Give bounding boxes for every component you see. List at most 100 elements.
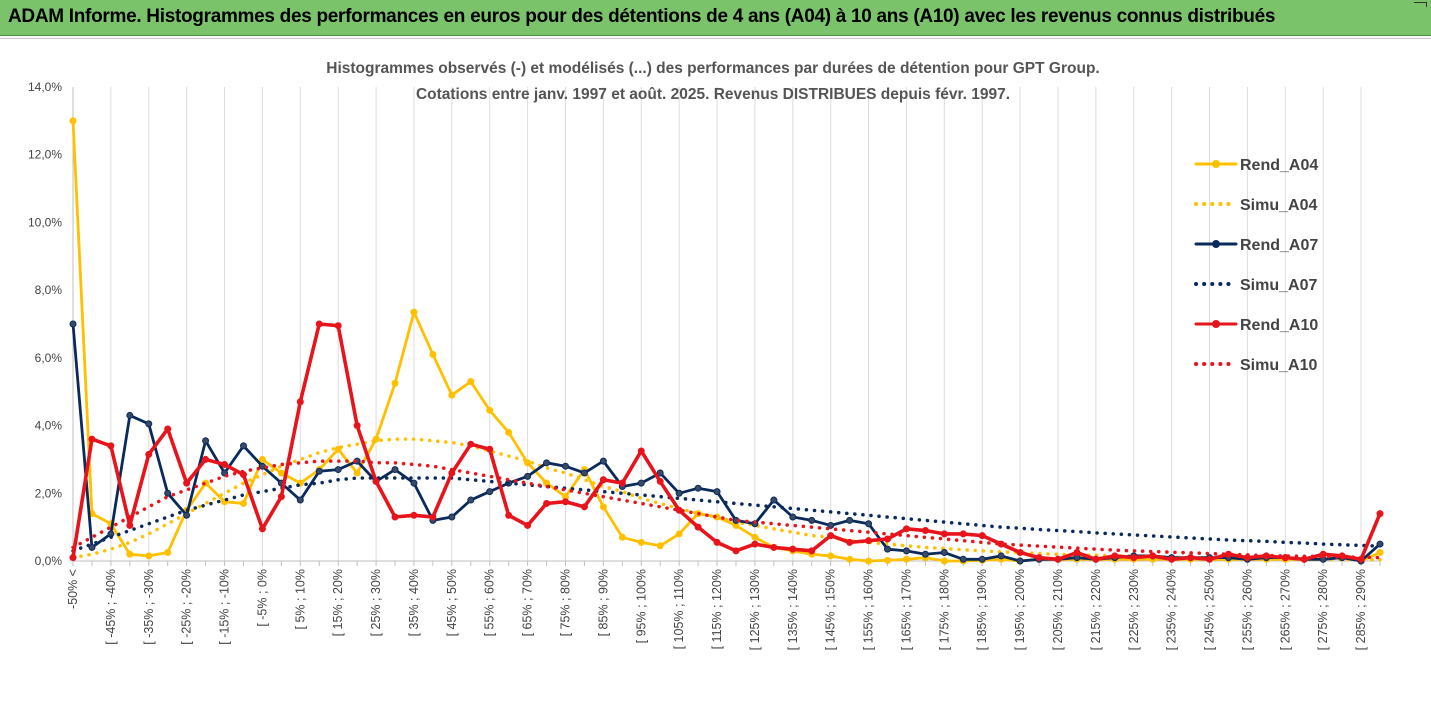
data-point [88,435,96,443]
data-point [107,442,115,450]
data-point [239,499,247,507]
y-tick-label: 0,0% [35,554,63,568]
x-tick-label: [ 285% ; 290% [1354,569,1368,650]
window-corner-icon [1414,2,1427,7]
data-point [448,513,456,521]
data-point [846,538,854,546]
data-point [921,550,929,558]
data-point [221,461,229,469]
data-point [145,450,153,458]
x-tick-label: [ 205% ; 210% [1051,569,1065,650]
data-point [865,520,873,528]
data-point [372,477,380,485]
performance-histogram-chart: 0,0% 2,0% 4,0% 6,0% 8,0% 10,0% 12,0% 14,0% -50%… [28,60,1384,650]
y-tick-label: 2,0% [35,486,63,500]
x-tick-label: [ 5% ; 10% [293,569,307,629]
axes [72,87,1381,566]
legend-item-simu_a07: Simu_A07 [1194,277,1317,294]
data-point [940,557,948,565]
data-point [732,547,740,555]
data-point [1376,549,1384,557]
data-point [865,537,873,545]
legend-label: Simu_A10 [1240,357,1317,374]
data-point [410,479,418,487]
x-tick-label: [ 35% ; 40% [407,569,421,636]
data-point [164,489,172,497]
data-point [543,499,551,507]
x-tick-label: [ 45% ; 50% [445,569,459,636]
x-tick-label: [ 235% ; 240% [1165,569,1179,650]
data-point [978,555,986,563]
series-line-simu_a04 [71,437,1382,562]
legend-label: Rend_A10 [1240,317,1318,334]
data-point [505,511,513,519]
data-point [391,466,399,474]
data-point [277,469,285,477]
x-tick-label: [ 185% ; 190% [975,569,989,650]
data-point [1016,549,1024,557]
legend-item-simu_a04: Simu_A04 [1194,197,1317,214]
data-point [69,117,77,125]
data-point [865,557,873,565]
x-tick-label: [ 195% ; 200% [1013,569,1027,650]
x-tick-label: [ 95% ; 100% [634,569,648,643]
x-tick-labels: -50% < [ -45% ; -40% [ -35% ; -30% [ -25% ;… [66,569,1368,650]
data-point [486,406,494,414]
data-point [997,540,1005,548]
x-tick-label: [ 225% ; 230% [1127,569,1141,650]
x-tick-label: [ -35% ; -30% [142,569,156,645]
x-tick-label: [ 105% ; 110% [672,569,686,649]
data-point [1054,555,1062,563]
y-tick-label: 14,0% [28,80,62,94]
series-markers-rend_a04 [69,117,1384,565]
data-point [429,513,437,521]
data-point [827,532,835,540]
data-point [353,422,361,430]
data-point [145,420,153,428]
data-point [334,322,342,330]
data-point [675,530,683,538]
x-tick-label: [ 85% ; 90% [596,569,610,636]
data-point [126,521,134,529]
data-point [618,533,626,541]
data-point [959,555,967,563]
data-point [258,525,266,533]
data-point [997,552,1005,560]
series-line-rend_a10 [71,322,1382,562]
x-tick-label: [ 215% ; 220% [1089,569,1103,650]
legend-label: Rend_A04 [1240,157,1318,174]
data-point [656,477,664,485]
data-point [713,488,721,496]
data-point [884,556,892,564]
series-line-rend_a04 [71,119,1382,563]
x-tick-label: [ 275% ; 280% [1316,569,1330,650]
series-lines [69,117,1384,565]
data-point [675,506,683,514]
series-markers-rend_a10 [69,320,1384,563]
y-tick-label: 12,0% [28,148,62,162]
x-tick-label: [ 135% ; 140% [786,569,800,650]
data-point [1092,555,1100,563]
legend: Rend_A04 Simu_A04 Rend_A07 Simu_A07 Rend_A10… [1194,157,1318,374]
data-point [429,350,437,358]
data-point [505,428,513,436]
x-tick-label: [ 155% ; 160% [862,569,876,650]
data-point [467,440,475,448]
x-tick-label: [ 75% ; 80% [558,569,572,636]
legend-label: Simu_A07 [1240,277,1317,294]
legend-label: Simu_A04 [1240,197,1317,214]
data-point [789,513,797,521]
data-point [694,523,702,531]
data-point [846,516,854,524]
series-line-rend_a07 [71,322,1382,563]
data-point [1130,554,1138,562]
data-point [467,378,475,386]
data-point [1149,552,1157,560]
data-point [1073,549,1081,557]
data-point [751,533,759,541]
data-point [486,445,494,453]
data-point [1376,510,1384,518]
data-point [145,552,153,560]
data-point [561,498,569,506]
data-point [637,538,645,546]
